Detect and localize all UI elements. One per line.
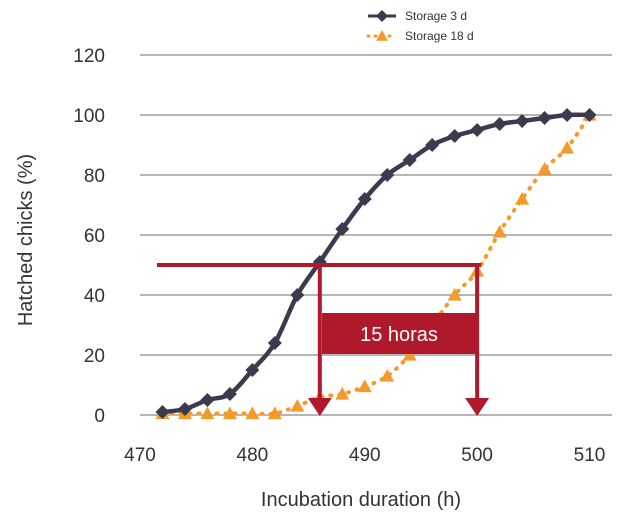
data-point [200,393,215,407]
data-point [380,168,395,182]
x-axis-title: Incubation duration (h) [261,489,461,511]
x-tick-label: 500 [461,445,493,466]
x-tick-label: 490 [349,445,381,466]
data-point [222,387,237,401]
data-point [155,405,170,419]
y-tick-label: 60 [84,226,105,247]
x-tick-label: 480 [237,445,269,466]
annotation-box [322,313,476,354]
y-tick-label: 120 [73,46,105,67]
data-point [335,387,350,400]
y-tick-label: 0 [94,406,105,427]
grid-lines [140,54,612,416]
legend-label-storage-3d: Storage 3 d [405,9,467,23]
y-tick-label: 100 [73,106,105,127]
data-point [470,123,485,137]
series-storage-3d [155,108,597,419]
data-point [290,399,305,412]
data-point [335,222,350,236]
data-point [222,406,237,420]
legend: Storage 3 d Storage 18 d [366,9,474,43]
y-tick-label: 20 [84,346,105,367]
legend-label-storage-18d: Storage 18 d [405,29,474,43]
annotation-layer: 15 horas [157,263,490,416]
series-storage-18d [155,108,597,420]
x-tick-label: 510 [574,445,606,466]
data-point [267,406,282,420]
data-point [537,111,552,125]
legend-marker-storage-18d [376,30,388,41]
y-tick-labels: 0 20 40 60 80 100 120 [73,46,105,427]
data-point [402,153,417,167]
data-point [425,138,440,152]
data-point [492,117,507,131]
data-point [357,379,372,393]
data-point [447,288,462,301]
y-tick-label: 40 [84,286,105,307]
data-point [245,406,260,420]
data-point [560,108,575,122]
data-point [402,348,417,361]
y-tick-label: 80 [84,166,105,187]
series-layer [155,108,597,420]
annotation-label: 15 horas [360,324,438,346]
legend-marker-storage-3d [376,10,388,22]
x-tick-labels: 470 480 490 500 510 [124,445,605,466]
data-point [537,162,552,175]
data-point [267,336,282,350]
data-point [245,363,260,377]
data-point [380,369,395,382]
x-tick-label: 470 [124,445,156,466]
y-axis-title: Hatched chicks (%) [15,154,37,326]
data-point [515,114,530,128]
data-point [177,402,192,416]
arrowhead-end [465,398,490,416]
data-point [560,141,575,154]
data-point [290,288,305,302]
data-point [492,225,507,238]
data-point [447,129,462,143]
data-point [582,108,597,122]
arrowhead-start [307,398,332,416]
data-point [515,192,530,205]
data-point [200,406,215,420]
data-point [357,192,372,206]
